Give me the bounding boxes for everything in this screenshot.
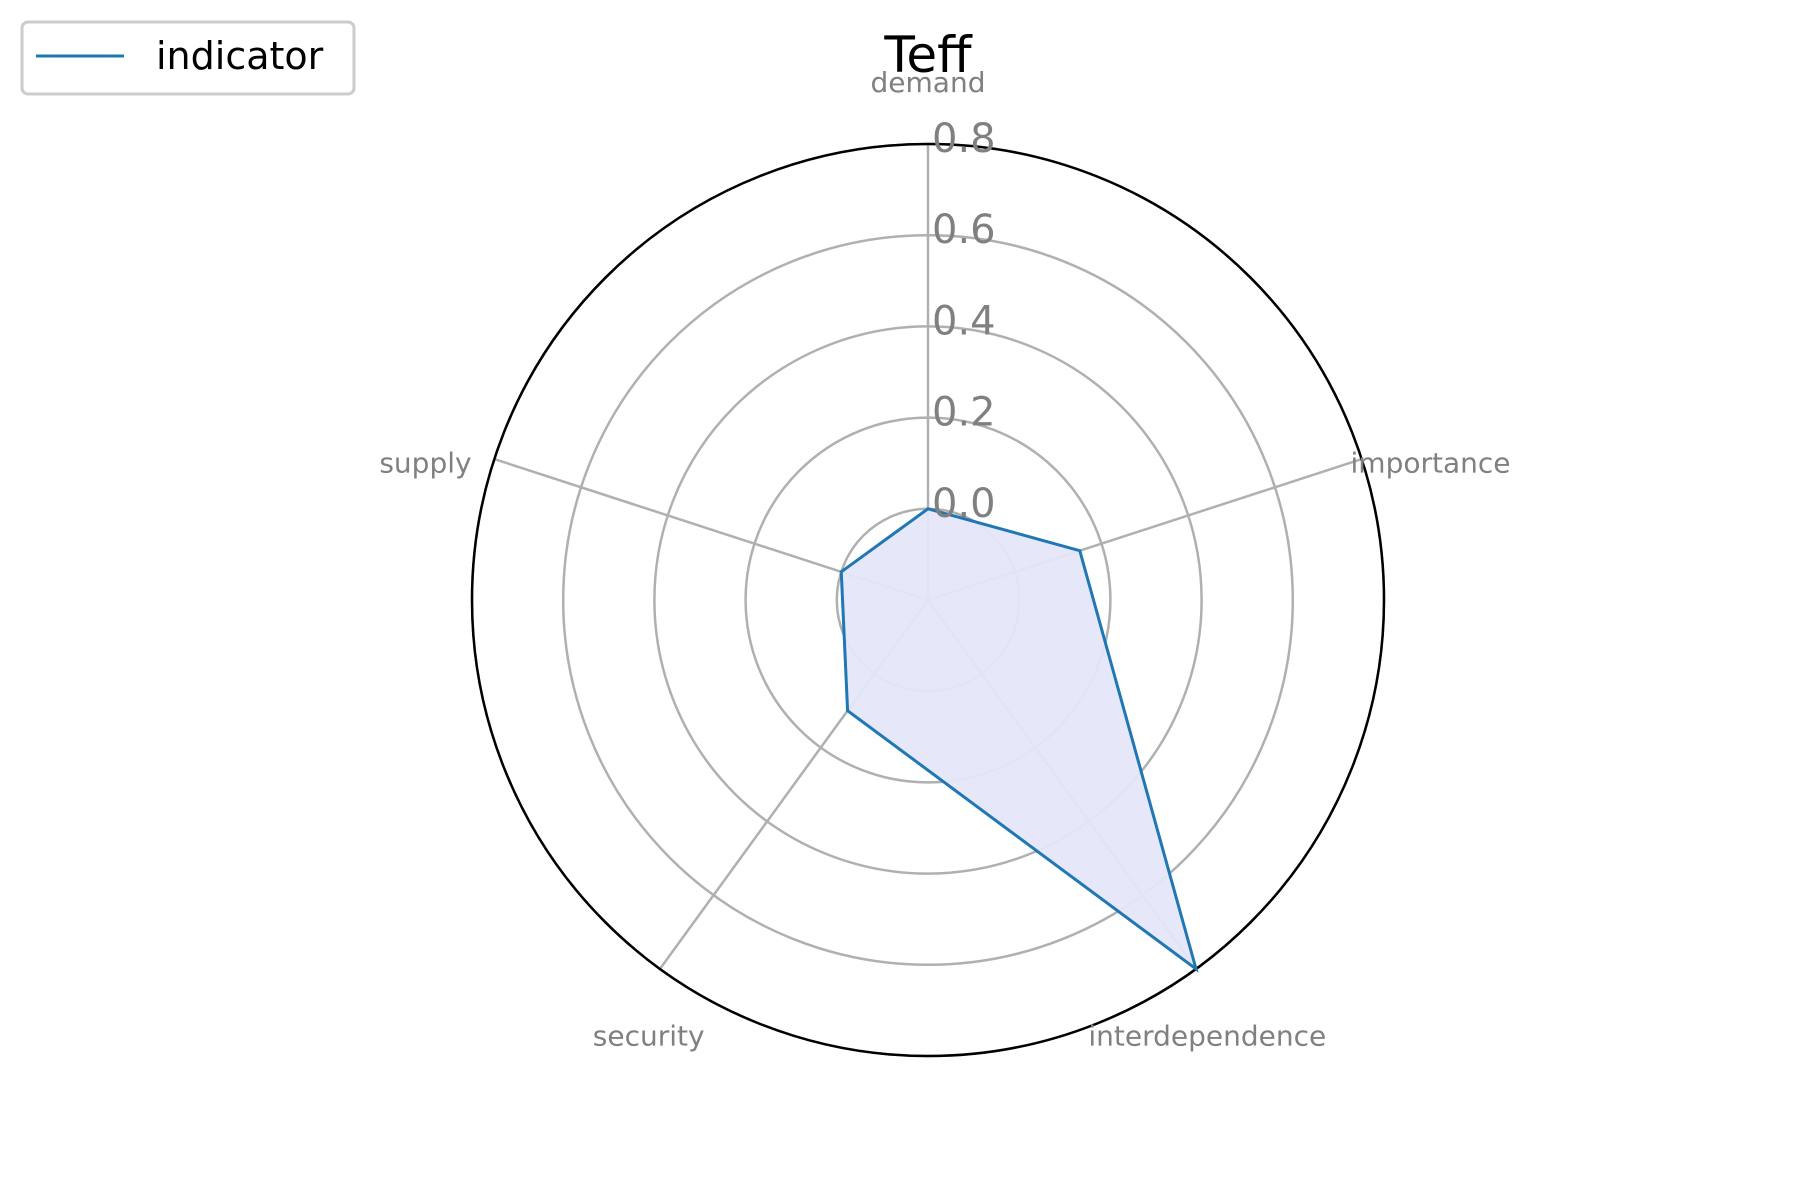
category-label-importance: importance	[1351, 447, 1511, 480]
r-tick-label: 0.2	[932, 390, 996, 436]
legend: indicator	[20, 20, 356, 96]
series-layer	[839, 507, 1199, 973]
category-label-demand: demand	[871, 66, 986, 99]
series-line-indicator	[839, 507, 1199, 973]
r-tick-label: 0.8	[932, 116, 996, 162]
grid-layer	[470, 142, 1386, 1058]
chart-title: Teff	[883, 26, 973, 84]
category-label-supply: supply	[379, 447, 471, 480]
r-tick-label: 0.6	[932, 207, 996, 253]
legend-label: indicator	[156, 34, 324, 78]
category-label-security: security	[593, 1020, 705, 1053]
category-label-interdependence: interdependence	[1088, 1020, 1326, 1053]
r-tick-label: 0.4	[932, 298, 996, 344]
label-layer: 0.0 0.2 0.4 0.6 0.8 demand importance interdepe…	[379, 66, 1510, 1053]
series-area-indicator	[841, 508, 1197, 969]
legend-frame	[20, 20, 356, 96]
polar-frame	[470, 142, 1386, 1058]
r-tick-label: 0.0	[932, 481, 996, 527]
